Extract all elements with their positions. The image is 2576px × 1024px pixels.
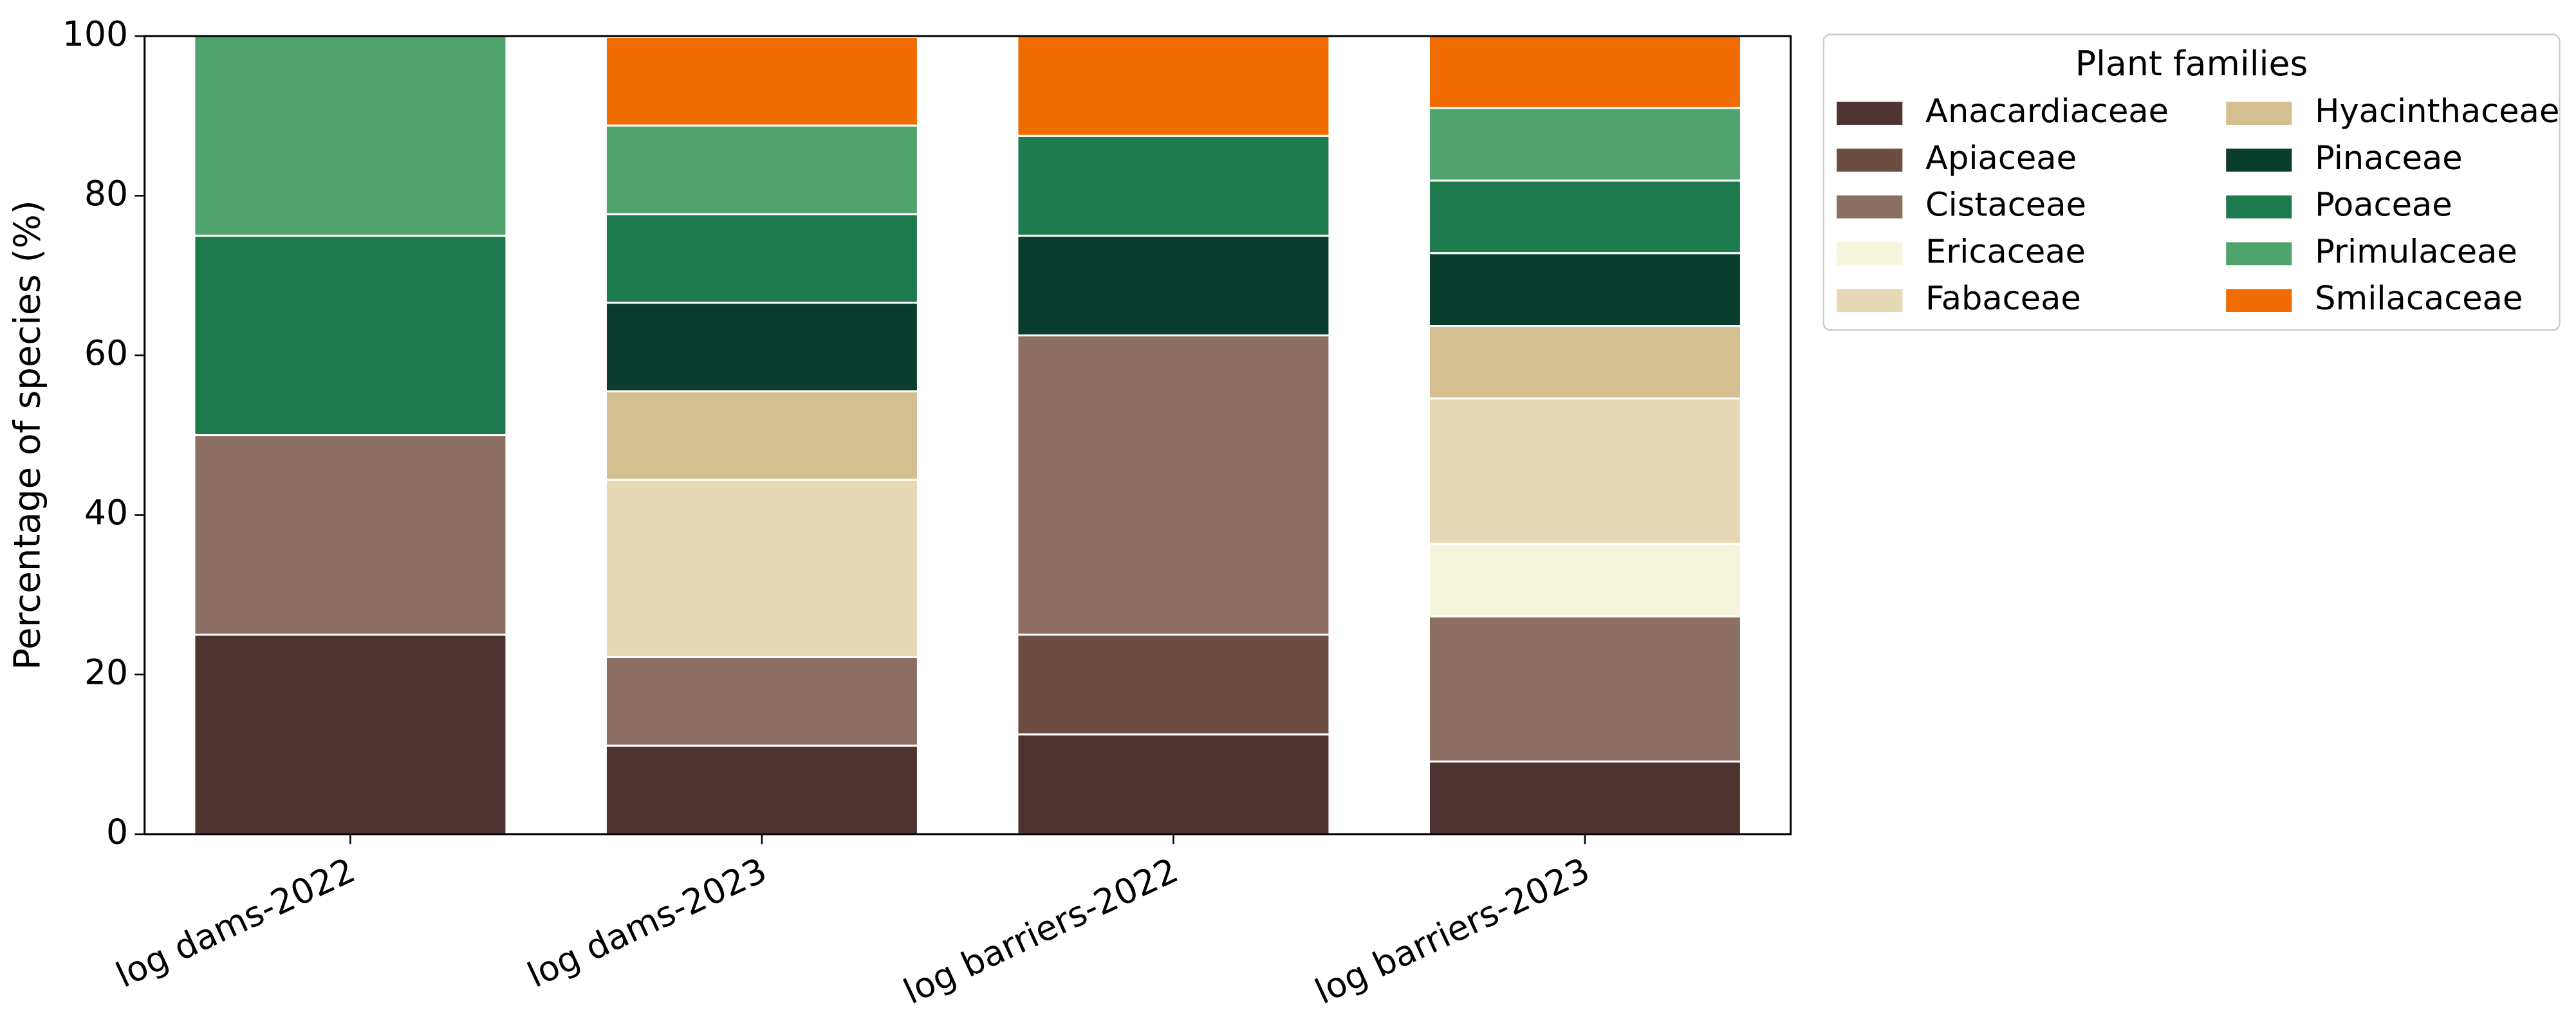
bar-segment xyxy=(1016,134,1331,237)
legend-swatch xyxy=(2226,289,2292,313)
y-tick-label: 20 xyxy=(84,652,128,692)
y-tick-label: 0 xyxy=(106,812,128,852)
bar-segment xyxy=(193,234,508,437)
bar-segment xyxy=(604,655,919,747)
legend-swatch xyxy=(1837,242,1903,266)
legend-label: Cistaceae xyxy=(1925,187,2086,224)
y-axis-label: Percentage of species (%) xyxy=(7,200,49,670)
bar-segment xyxy=(1427,252,1742,327)
bar-segment xyxy=(604,213,919,304)
bar-segment xyxy=(1427,615,1742,763)
x-tick-label: log barriers-2022 xyxy=(897,850,1184,1012)
y-tick-label: 60 xyxy=(84,333,128,373)
bar-segment xyxy=(1427,397,1742,545)
bar-segment xyxy=(604,124,919,215)
bar-segment xyxy=(1427,34,1742,109)
x-tick-label: log dams-2023 xyxy=(521,850,773,996)
legend-label: Apiaceae xyxy=(1925,140,2077,178)
legend-swatch xyxy=(2226,242,2292,266)
legend-label: Smilacaceae xyxy=(2315,280,2523,318)
legend-label: Hyacinthaceae xyxy=(2315,93,2559,131)
legend-label: Fabaceae xyxy=(1925,280,2081,318)
legend-label: Poaceae xyxy=(2315,187,2452,224)
legend-swatch xyxy=(1837,102,1903,125)
bar-segment xyxy=(1427,760,1742,836)
x-tick-label: log barriers-2023 xyxy=(1309,850,1596,1012)
bar-segment xyxy=(1016,634,1331,736)
legend-swatch xyxy=(1837,195,1903,219)
bar-segment xyxy=(193,434,508,636)
legend-frame xyxy=(1822,33,2561,331)
legend-swatch xyxy=(2226,149,2292,172)
bar-segment xyxy=(604,35,919,127)
bar-segment xyxy=(193,35,508,237)
bar-segment xyxy=(1427,325,1742,399)
bar-segment xyxy=(1016,334,1331,636)
x-tick-label: log dams-2022 xyxy=(110,850,362,996)
bar-segment xyxy=(1427,107,1742,182)
bar-segment xyxy=(604,302,919,392)
bar-segment xyxy=(1427,542,1742,617)
y-tick-label: 40 xyxy=(84,492,128,533)
legend-swatch xyxy=(2226,195,2292,219)
legend-label: Pinaceae xyxy=(2315,140,2463,178)
bar-segment xyxy=(193,634,508,836)
bar-segment xyxy=(604,390,919,481)
legend-swatch xyxy=(2226,102,2292,125)
bar-segment xyxy=(1016,234,1331,336)
legend-swatch xyxy=(1837,289,1903,313)
bar-segment xyxy=(604,479,919,658)
legend-swatch xyxy=(1837,149,1903,172)
legend-label: Anacardiaceae xyxy=(1925,93,2169,131)
y-tick-label: 80 xyxy=(84,173,128,214)
plot-frame xyxy=(144,35,1792,836)
y-tick-label: 100 xyxy=(62,14,128,54)
bar-segment xyxy=(1016,35,1331,137)
legend-label: Primulaceae xyxy=(2315,233,2517,271)
bar-segment xyxy=(1427,179,1742,255)
bar-segment xyxy=(1016,733,1331,836)
bar-segment xyxy=(604,744,919,836)
legend-title: Plant families xyxy=(2075,43,2308,84)
legend-label: Ericaceae xyxy=(1925,233,2086,271)
